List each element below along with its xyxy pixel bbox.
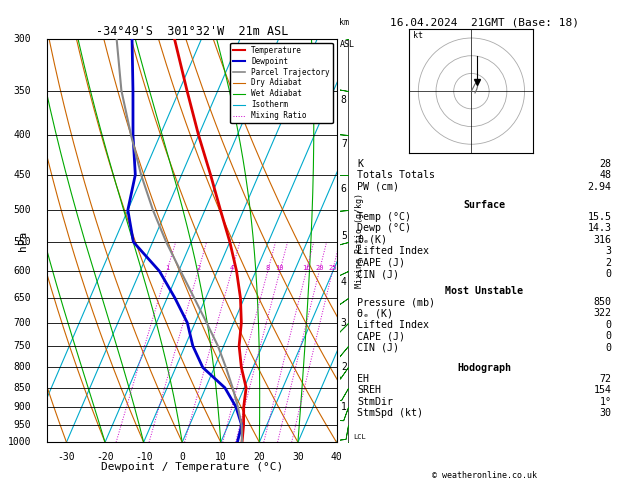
Text: kt: kt bbox=[413, 31, 423, 40]
Text: 1000: 1000 bbox=[8, 437, 31, 447]
Text: 500: 500 bbox=[14, 205, 31, 215]
Text: 400: 400 bbox=[14, 130, 31, 140]
Text: K: K bbox=[357, 159, 363, 169]
Text: EH: EH bbox=[357, 374, 369, 384]
Text: Dewp (°C): Dewp (°C) bbox=[357, 224, 411, 233]
Text: 2.94: 2.94 bbox=[587, 182, 611, 191]
Text: Most Unstable: Most Unstable bbox=[445, 286, 523, 296]
Text: -10: -10 bbox=[135, 452, 152, 462]
Text: CIN (J): CIN (J) bbox=[357, 269, 399, 279]
Text: 0: 0 bbox=[606, 320, 611, 330]
Text: 14.3: 14.3 bbox=[587, 224, 611, 233]
Text: 800: 800 bbox=[14, 363, 31, 372]
Text: 450: 450 bbox=[14, 170, 31, 180]
Text: Mixing Ratio (g/kg): Mixing Ratio (g/kg) bbox=[355, 193, 364, 288]
Text: 550: 550 bbox=[14, 237, 31, 247]
Text: 4: 4 bbox=[230, 265, 234, 271]
Text: 0: 0 bbox=[606, 331, 611, 341]
Text: CAPE (J): CAPE (J) bbox=[357, 331, 405, 341]
Text: 900: 900 bbox=[14, 402, 31, 412]
Text: 16: 16 bbox=[302, 265, 311, 271]
Title: -34°49'S  301°32'W  21m ASL: -34°49'S 301°32'W 21m ASL bbox=[96, 25, 288, 38]
Text: -30: -30 bbox=[58, 452, 75, 462]
Text: 0: 0 bbox=[606, 269, 611, 279]
Text: 850: 850 bbox=[594, 297, 611, 307]
Text: 7: 7 bbox=[341, 139, 347, 149]
Text: 850: 850 bbox=[14, 383, 31, 393]
Text: 154: 154 bbox=[594, 385, 611, 396]
Text: Pressure (mb): Pressure (mb) bbox=[357, 297, 435, 307]
Text: 1°: 1° bbox=[599, 397, 611, 407]
Text: © weatheronline.co.uk: © weatheronline.co.uk bbox=[432, 471, 537, 480]
Text: 10: 10 bbox=[276, 265, 284, 271]
Text: 1: 1 bbox=[165, 265, 169, 271]
Text: 750: 750 bbox=[14, 341, 31, 351]
Text: Lifted Index: Lifted Index bbox=[357, 246, 429, 256]
Text: 30: 30 bbox=[292, 452, 304, 462]
Text: CAPE (J): CAPE (J) bbox=[357, 258, 405, 268]
Text: 48: 48 bbox=[599, 171, 611, 180]
Legend: Temperature, Dewpoint, Parcel Trajectory, Dry Adiabat, Wet Adiabat, Isotherm, Mi: Temperature, Dewpoint, Parcel Trajectory… bbox=[230, 43, 333, 123]
Text: 6: 6 bbox=[341, 184, 347, 194]
Text: SREH: SREH bbox=[357, 385, 381, 396]
Text: 2: 2 bbox=[341, 363, 347, 372]
X-axis label: Dewpoint / Temperature (°C): Dewpoint / Temperature (°C) bbox=[101, 462, 283, 472]
Text: StmSpd (kt): StmSpd (kt) bbox=[357, 408, 423, 418]
Text: 30: 30 bbox=[599, 408, 611, 418]
Text: Totals Totals: Totals Totals bbox=[357, 171, 435, 180]
Text: θₑ (K): θₑ (K) bbox=[357, 309, 393, 318]
Text: StmDir: StmDir bbox=[357, 397, 393, 407]
Text: 300: 300 bbox=[14, 34, 31, 44]
Text: 1: 1 bbox=[341, 402, 347, 412]
Text: 8: 8 bbox=[341, 95, 347, 105]
Text: hPa: hPa bbox=[18, 230, 28, 251]
Text: 700: 700 bbox=[14, 318, 31, 328]
Text: 2: 2 bbox=[196, 265, 200, 271]
Text: Temp (°C): Temp (°C) bbox=[357, 212, 411, 222]
Text: 3: 3 bbox=[341, 318, 347, 328]
Text: PW (cm): PW (cm) bbox=[357, 182, 399, 191]
Text: CIN (J): CIN (J) bbox=[357, 343, 399, 353]
Text: θₑ(K): θₑ(K) bbox=[357, 235, 387, 245]
Text: 0: 0 bbox=[606, 343, 611, 353]
Text: 322: 322 bbox=[594, 309, 611, 318]
Text: 25: 25 bbox=[328, 265, 337, 271]
Text: 28: 28 bbox=[599, 159, 611, 169]
Text: 15.5: 15.5 bbox=[587, 212, 611, 222]
Text: 5: 5 bbox=[341, 231, 347, 241]
Text: 10: 10 bbox=[215, 452, 226, 462]
Text: 72: 72 bbox=[599, 374, 611, 384]
Text: 350: 350 bbox=[14, 86, 31, 96]
Text: ASL: ASL bbox=[340, 40, 354, 49]
Text: 4: 4 bbox=[341, 277, 347, 287]
Text: 650: 650 bbox=[14, 293, 31, 303]
Text: 2: 2 bbox=[606, 258, 611, 268]
Text: 16.04.2024  21GMT (Base: 18): 16.04.2024 21GMT (Base: 18) bbox=[390, 17, 579, 27]
Text: 0: 0 bbox=[179, 452, 185, 462]
Text: Surface: Surface bbox=[464, 200, 505, 209]
Text: 20: 20 bbox=[315, 265, 323, 271]
Text: 40: 40 bbox=[331, 452, 342, 462]
Text: 20: 20 bbox=[253, 452, 265, 462]
Text: Lifted Index: Lifted Index bbox=[357, 320, 429, 330]
Text: LCL: LCL bbox=[353, 434, 366, 440]
Text: 950: 950 bbox=[14, 420, 31, 430]
Text: 3: 3 bbox=[606, 246, 611, 256]
Text: 316: 316 bbox=[594, 235, 611, 245]
Text: 600: 600 bbox=[14, 266, 31, 276]
Text: -20: -20 bbox=[96, 452, 114, 462]
Text: km: km bbox=[340, 18, 349, 27]
Text: 8: 8 bbox=[265, 265, 270, 271]
Text: Hodograph: Hodograph bbox=[457, 363, 511, 373]
